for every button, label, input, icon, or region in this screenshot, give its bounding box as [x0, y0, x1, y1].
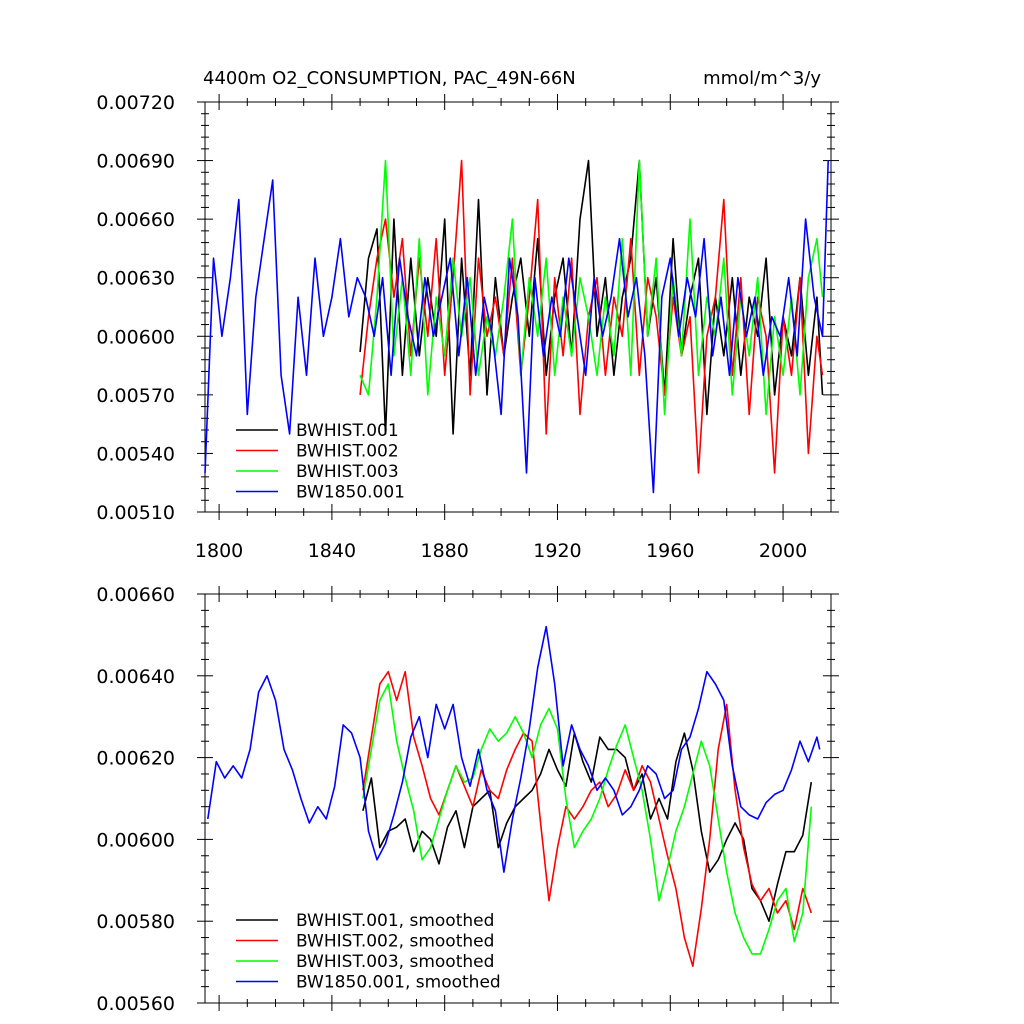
x-tick-label: 2000: [759, 540, 807, 562]
x-tick-label: 1920: [533, 540, 581, 562]
top-panel: 0.00510 0.00540 0.00570 0.00600 0.00630 0.006…: [96, 68, 839, 562]
y-tick-label: 0.00600: [96, 326, 175, 348]
y-tick-label: 0.00720: [96, 92, 175, 114]
x-tick-label: 1840: [308, 540, 356, 562]
plot-frame: [204, 593, 832, 1004]
series-line-bwhist-003: [359, 159, 824, 416]
series-line-bwhist-002-smoothed: [362, 670, 813, 968]
y-tick-label: 0.00690: [96, 151, 175, 173]
legend-label: BWHIST.002, smoothed: [296, 932, 494, 952]
y-tick-label: 0.00620: [96, 748, 175, 770]
series-line-bwhist-001-smoothed: [362, 732, 813, 923]
series-line-bwhist-003-smoothed: [362, 683, 813, 955]
legend-label: BWHIST.003: [296, 462, 399, 482]
y-tick-label: 0.00660: [96, 584, 175, 606]
legend-label: BWHIST.003, smoothed: [296, 952, 494, 972]
y-tick-label: 0.00630: [96, 268, 175, 290]
legend-label: BWHIST.002: [296, 442, 399, 462]
legend-label: BW1850.001, smoothed: [296, 973, 501, 993]
y-tick-label: 0.00580: [96, 911, 175, 933]
x-tick-label: 1960: [646, 540, 694, 562]
y-tick-label: 0.00540: [96, 443, 175, 465]
x-tick-label: 1880: [421, 540, 469, 562]
chart-title: 4400m O2_CONSUMPTION, PAC_49N-66N: [203, 68, 576, 89]
y-tick-label: 0.00510: [96, 502, 175, 524]
legend-label: BWHIST.001: [296, 421, 399, 441]
y-tick-label: 0.00570: [96, 385, 175, 407]
y-tick-label: 0.00560: [96, 993, 175, 1015]
plot-frame: [204, 101, 832, 513]
x-tick-label: 1800: [195, 540, 243, 562]
series-line-bw1850-001: [204, 160, 829, 494]
units-label: mmol/m^3/y: [703, 68, 821, 89]
y-tick-label: 0.00660: [96, 209, 175, 231]
series-line-bw1850-001-smoothed: [207, 625, 821, 873]
y-tick-label: 0.00600: [96, 829, 175, 851]
bottom-panel: 0.00560 0.00580 0.00600 0.00620 0.00640 0.006…: [96, 584, 839, 1015]
series-line-bwhist-001: [359, 159, 824, 435]
legend-label: BW1850.001: [296, 483, 405, 503]
y-tick-label: 0.00640: [96, 666, 175, 688]
legend-label: BWHIST.001, smoothed: [296, 911, 494, 931]
